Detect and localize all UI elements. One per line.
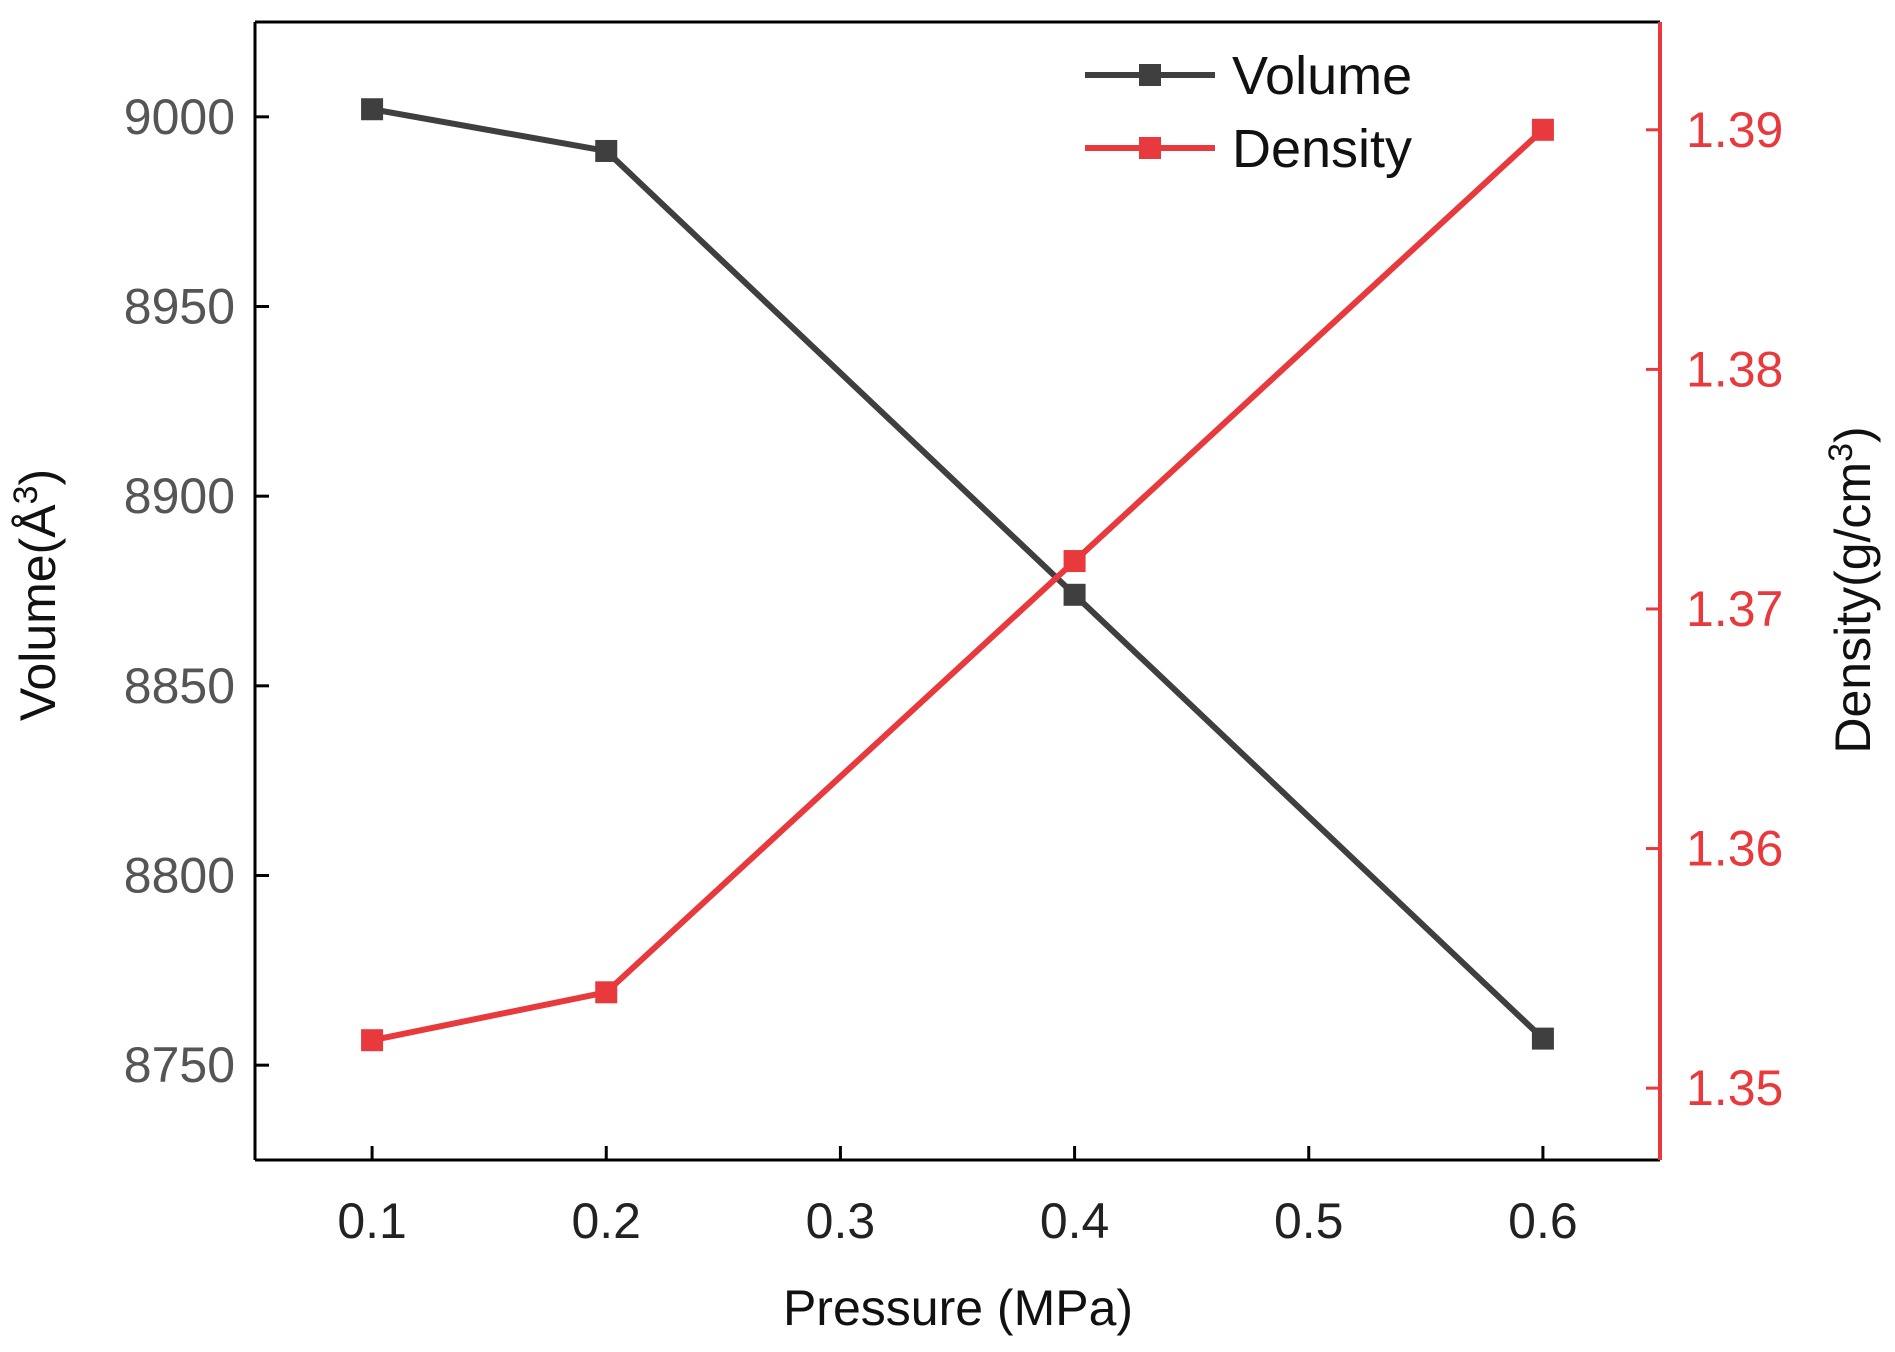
x-tick-label-1: 0.2 xyxy=(571,1193,641,1249)
right-y-axis-title-sup: 3 xyxy=(1822,443,1860,462)
left-y-tick-label-0: 8750 xyxy=(124,1037,235,1093)
series-line-density xyxy=(371,127,1545,1044)
left-y-axis-title-close: ) xyxy=(10,469,66,486)
left-y-axis-title-main: Volume(Å xyxy=(10,504,66,721)
data-point-density-2 xyxy=(1063,550,1086,573)
data-point-density-1 xyxy=(595,981,618,1004)
right-y-axis-title: Density(g/cm3) xyxy=(1822,426,1881,753)
right-y-tick-label-4: 1.39 xyxy=(1686,102,1783,158)
right-y-ticks: 1.35 1.36 1.37 1.38 1.39 xyxy=(1646,102,1783,1116)
right-y-tick-label-0: 1.35 xyxy=(1686,1060,1783,1116)
data-point-volume-2 xyxy=(1063,583,1086,606)
data-point-volume-3 xyxy=(1531,1027,1554,1050)
legend-marker-volume xyxy=(1139,64,1161,86)
data-point-volume-1 xyxy=(595,139,618,162)
left-y-tick-label-4: 8950 xyxy=(124,279,235,335)
left-y-tick-label-3: 8900 xyxy=(124,468,235,524)
x-tick-label-2: 0.3 xyxy=(806,1193,876,1249)
legend: Volume Density xyxy=(1085,46,1412,179)
right-y-tick-label-3: 1.38 xyxy=(1686,341,1783,397)
left-y-tick-label-5: 9000 xyxy=(124,89,235,145)
x-tick-label-5: 0.6 xyxy=(1508,1193,1578,1249)
legend-label-density: Density xyxy=(1232,119,1412,179)
x-tick-label-0: 0.1 xyxy=(337,1193,407,1249)
series-line-volume xyxy=(371,106,1545,1041)
x-ticks: 0.1 0.2 0.3 0.4 0.5 0.6 xyxy=(337,1146,1578,1249)
legend-label-volume: Volume xyxy=(1232,46,1412,106)
left-y-ticks: 8750 8800 8850 8900 8950 9000 xyxy=(124,89,269,1093)
x-axis-title: Pressure (MPa) xyxy=(783,1280,1133,1336)
x-tick-label-3: 0.4 xyxy=(1040,1193,1110,1249)
right-y-axis-title-close: ) xyxy=(1825,426,1881,443)
left-y-axis-title: Volume(Å3) xyxy=(7,469,66,721)
plot-area xyxy=(253,20,1662,1162)
legend-marker-density xyxy=(1139,137,1161,159)
right-y-tick-label-1: 1.36 xyxy=(1686,821,1783,877)
left-y-axis-title-sup: 3 xyxy=(7,485,45,504)
right-y-tick-label-2: 1.37 xyxy=(1686,581,1783,637)
right-y-axis-title-main: Density(g/cm xyxy=(1825,462,1881,754)
data-point-density-3 xyxy=(1531,118,1554,141)
series-layer xyxy=(361,98,1554,1052)
x-tick-label-4: 0.5 xyxy=(1274,1193,1344,1249)
left-y-tick-label-2: 8850 xyxy=(124,658,235,714)
data-point-density-0 xyxy=(361,1029,384,1052)
data-point-volume-0 xyxy=(361,98,384,121)
left-y-tick-label-1: 8800 xyxy=(124,848,235,904)
